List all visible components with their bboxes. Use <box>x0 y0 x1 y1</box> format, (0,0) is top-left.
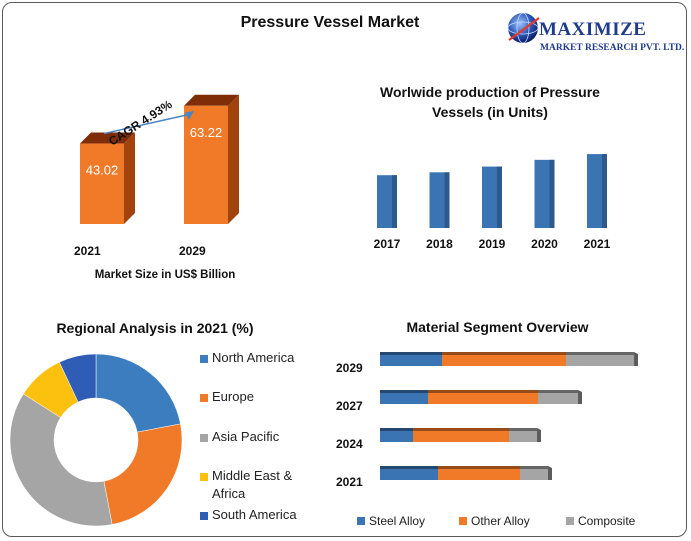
material-year-label: 2021 <box>336 475 363 489</box>
production-year-label: 2021 <box>584 237 611 251</box>
production-bar-shade <box>497 166 502 228</box>
donut-slice <box>103 423 183 525</box>
legend-swatch <box>357 517 365 525</box>
material-bar-segment <box>380 390 428 404</box>
production-bar-shade <box>392 175 397 228</box>
cagr-label: CAGR 4.93% <box>106 97 175 149</box>
donut-slice <box>95 353 181 433</box>
material-bar-segment-top <box>413 428 509 431</box>
material-bar-segment <box>413 428 509 442</box>
market-bar <box>80 143 124 224</box>
production-chart-title: Worlwide production of Pressure Vessels … <box>380 84 600 120</box>
production-bar-shade <box>549 159 555 228</box>
regional-donut-chart <box>9 353 183 527</box>
material-bar-segment-top <box>509 428 537 431</box>
material-bar-segment <box>538 390 578 404</box>
globe-icon <box>507 12 540 44</box>
production-bar-shade <box>602 154 607 228</box>
material-year-label: 2027 <box>336 399 363 413</box>
production-chart: 2017 2018 2019 2020 2021 <box>374 154 611 251</box>
legend-label: Europe <box>212 389 254 404</box>
legend-label: Composite <box>578 514 636 528</box>
material-chart: 2029 2027 2024 2021 <box>336 352 638 489</box>
material-bar-end <box>548 466 552 480</box>
material-year-label: 2024 <box>336 437 363 451</box>
material-bar-segment-top <box>380 352 442 355</box>
material-bar-segment-top <box>566 352 634 355</box>
material-bar-segment <box>442 352 566 366</box>
market-bar-value: 63.22 <box>190 125 223 140</box>
material-bar-segment <box>509 428 537 442</box>
legend-label: Middle East & Africa <box>212 468 293 501</box>
logo: MAXIMIZE MARKET RESEARCH PVT. LTD. <box>505 8 685 58</box>
material-bar-segment-top <box>520 466 548 469</box>
legend-swatch <box>566 517 574 525</box>
page-title: Pressure Vessel Market <box>240 14 420 31</box>
material-bar-segment-top <box>438 466 520 469</box>
market-bar-top <box>184 94 239 106</box>
legend-label: Other Alloy <box>471 514 530 528</box>
legend-swatch <box>459 517 467 525</box>
market-size-axis-label: Market Size in US$ Billion <box>94 269 236 281</box>
material-bar-segment-top <box>380 428 413 431</box>
market-bar-side <box>228 94 239 225</box>
legend-label: South America <box>212 507 297 522</box>
production-year-label: 2020 <box>531 237 558 251</box>
cagr-arrow-line <box>103 113 193 135</box>
market-year-label-1: 2029 <box>179 244 206 258</box>
material-bar-segment-top <box>538 390 578 393</box>
material-bar-segment <box>380 428 413 442</box>
production-bar-shade <box>444 172 450 228</box>
legend-swatch <box>200 434 208 442</box>
legend-swatch <box>200 473 208 481</box>
material-bar-segment <box>566 352 634 366</box>
market-year-label-0: 2021 <box>74 244 101 258</box>
material-bar-segment <box>380 352 442 366</box>
material-bar-segment <box>428 390 538 404</box>
market-size-chart: 43.02 63.22 CAGR 4.93% <box>80 94 239 225</box>
market-bar-value: 43.02 <box>86 163 119 178</box>
material-bar-segment <box>380 466 438 480</box>
material-bar-end <box>578 390 582 404</box>
production-year-label: 2018 <box>426 237 453 251</box>
market-bar <box>184 105 228 224</box>
market-bar-side <box>124 132 135 224</box>
legend-label: Asia Pacific <box>212 429 280 444</box>
legend-swatch <box>200 355 208 363</box>
material-bar-segment-top <box>380 390 428 393</box>
production-year-label: 2019 <box>479 237 506 251</box>
material-bar-segment <box>520 466 548 480</box>
cagr-arrow-head <box>185 110 194 120</box>
legend-swatch <box>200 394 208 402</box>
logo-subtitle: MARKET RESEARCH PVT. LTD. <box>540 43 685 53</box>
material-year-label: 2029 <box>336 361 363 375</box>
material-bar-segment-top <box>380 466 438 469</box>
material-chart-title: Material Segment Overview <box>406 319 589 335</box>
legend-swatch <box>200 512 208 520</box>
legend-label: Steel Alloy <box>369 514 426 528</box>
donut-slice <box>9 393 113 527</box>
donut-slice <box>59 353 97 403</box>
material-bar-end <box>634 352 638 366</box>
production-year-label: 2017 <box>374 237 401 251</box>
market-bar-top <box>80 132 135 144</box>
regional-chart-title: Regional Analysis in 2021 (%) <box>56 320 254 336</box>
material-bar-segment <box>438 466 520 480</box>
material-bar-end <box>537 428 541 442</box>
material-bar-segment-top <box>442 352 566 355</box>
logo-brand: MAXIMIZE <box>539 19 647 40</box>
legend-label: North America <box>212 350 295 365</box>
material-bar-segment-top <box>428 390 538 393</box>
